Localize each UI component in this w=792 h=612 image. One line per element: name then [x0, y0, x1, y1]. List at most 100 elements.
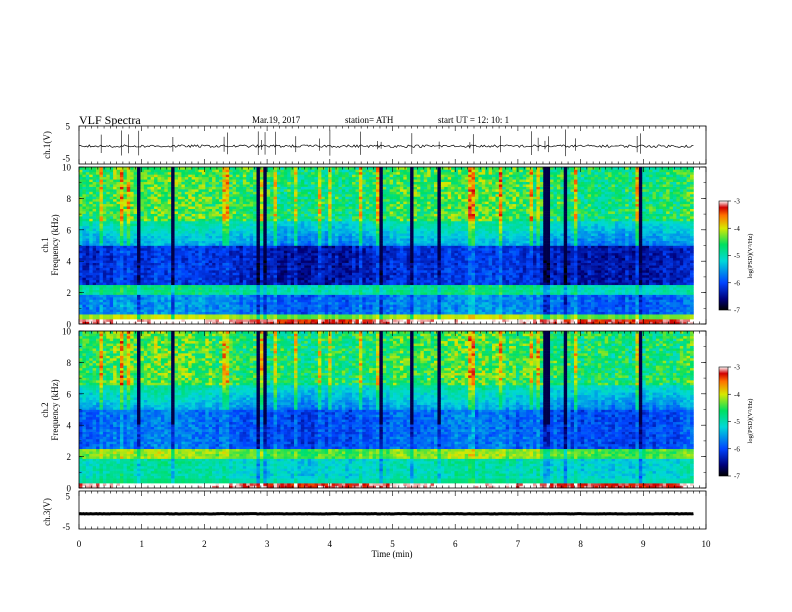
spectrogram-cell: [178, 194, 182, 197]
spectrogram-cell: [308, 243, 312, 246]
spectrogram-cell: [82, 258, 86, 261]
spectrogram-cell: [195, 172, 199, 175]
spectrogram-cell: [236, 275, 240, 278]
spectrogram-cell: [315, 214, 319, 217]
spectrogram-cell: [164, 265, 168, 268]
spectrogram-cell: [257, 319, 261, 322]
spectrogram-cell: [93, 204, 97, 207]
spectrogram-cell: [127, 184, 131, 187]
spectrogram-cell: [280, 209, 284, 212]
spectrogram-cell: [161, 314, 165, 317]
spectrogram-cell: [321, 236, 325, 239]
spectrogram-cell: [233, 179, 237, 182]
spectrogram-cell: [140, 209, 144, 212]
spectrogram-cell: [96, 199, 100, 202]
spectrogram-cell: [311, 221, 315, 224]
spectrogram-cell: [137, 236, 141, 239]
spectrogram-cell: [257, 238, 261, 241]
spectrogram-cell: [175, 184, 179, 187]
spectrogram-cell: [209, 194, 213, 197]
spectrogram-cell: [328, 231, 332, 234]
spectrogram-cell: [158, 228, 162, 231]
spectrogram-cell: [304, 270, 308, 273]
spectrogram-cell: [209, 174, 213, 177]
spectrogram-cell: [202, 270, 206, 273]
spectrogram-cell: [185, 307, 189, 310]
spectrogram-cell: [294, 275, 298, 278]
spectrogram-cell: [236, 304, 240, 307]
spectrogram-cell: [280, 282, 284, 285]
spectrogram-cell: [144, 297, 148, 300]
spectrogram-cell: [239, 285, 243, 288]
spectrogram-cell: [243, 268, 247, 271]
spectrogram-cell: [304, 169, 308, 172]
spectrogram-cell: [127, 206, 131, 209]
spectrogram-cell: [304, 250, 308, 253]
spectrogram-cell: [301, 214, 305, 217]
spectrogram-cell: [185, 297, 189, 300]
spectrogram-cell: [205, 309, 209, 312]
spectrogram-cell: [202, 204, 206, 207]
spectrogram-cell: [205, 258, 209, 261]
spectrogram-cell: [246, 184, 250, 187]
spectrogram-cell: [198, 221, 202, 224]
spectrogram-cell: [192, 226, 196, 229]
spectrogram-cell: [257, 201, 261, 204]
spectrogram-cell: [158, 189, 162, 192]
spectrogram-cell: [328, 219, 332, 222]
spectrogram-cell: [250, 255, 254, 258]
spectrogram-cell: [96, 214, 100, 217]
spectrogram-cell: [103, 317, 107, 320]
spectrogram-cell: [308, 219, 312, 222]
spectrogram-cell: [117, 238, 121, 241]
spectrogram-cell: [113, 182, 117, 185]
spectrogram-cell: [318, 314, 322, 317]
spectrogram-cell: [188, 272, 192, 275]
spectrogram-cell: [222, 189, 226, 192]
spectrogram-cell: [151, 270, 155, 273]
spectrogram-cell: [151, 226, 155, 229]
spectrogram-cell: [140, 253, 144, 256]
spectrogram-cell: [270, 214, 274, 217]
spectrogram-cell: [318, 248, 322, 251]
spectrogram-cell: [127, 192, 131, 195]
spectrogram-cell: [209, 236, 213, 239]
spectrogram-cell: [315, 287, 319, 290]
spectrogram-cell: [263, 228, 267, 231]
spectrogram-cell: [267, 216, 271, 219]
spectrogram-cell: [117, 292, 121, 295]
spectrogram-cell: [158, 194, 162, 197]
spectrogram-cell: [291, 243, 295, 246]
spectrogram-cell: [297, 270, 301, 273]
spectrogram-cell: [257, 167, 261, 170]
spectrogram-cell: [294, 199, 298, 202]
spectrogram-cell: [291, 238, 295, 241]
spectrogram-cell: [297, 199, 301, 202]
spectrogram-cell: [280, 174, 284, 177]
spectrogram-cell: [216, 211, 220, 214]
spectrogram-cell: [250, 297, 254, 300]
spectrogram-cell: [127, 304, 131, 307]
spectrogram-cell: [161, 238, 165, 241]
spectrogram-cell: [274, 258, 278, 261]
spectrogram-cell: [315, 260, 319, 263]
spectrogram-cell: [120, 209, 124, 212]
spectrogram-cell: [257, 221, 261, 224]
spectrogram-cell: [79, 179, 83, 182]
spectrogram-cell: [229, 187, 233, 190]
spectrogram-cell: [198, 184, 202, 187]
spectrogram-cell: [219, 179, 223, 182]
spectrogram-cell: [229, 275, 233, 278]
spectrogram-cell: [195, 233, 199, 236]
spectrogram-cell: [267, 196, 271, 199]
spectrogram-cell: [202, 226, 206, 229]
spectrogram-cell: [287, 196, 291, 199]
spectrogram-cell: [164, 219, 168, 222]
spectrogram-cell: [291, 241, 295, 244]
spectrogram-cell: [311, 172, 315, 175]
spectrogram-cell: [287, 184, 291, 187]
spectrogram-cell: [130, 219, 134, 222]
spectrogram-cell: [216, 243, 220, 246]
spectrogram-cell: [113, 282, 117, 285]
spectrogram-cell: [154, 223, 158, 226]
